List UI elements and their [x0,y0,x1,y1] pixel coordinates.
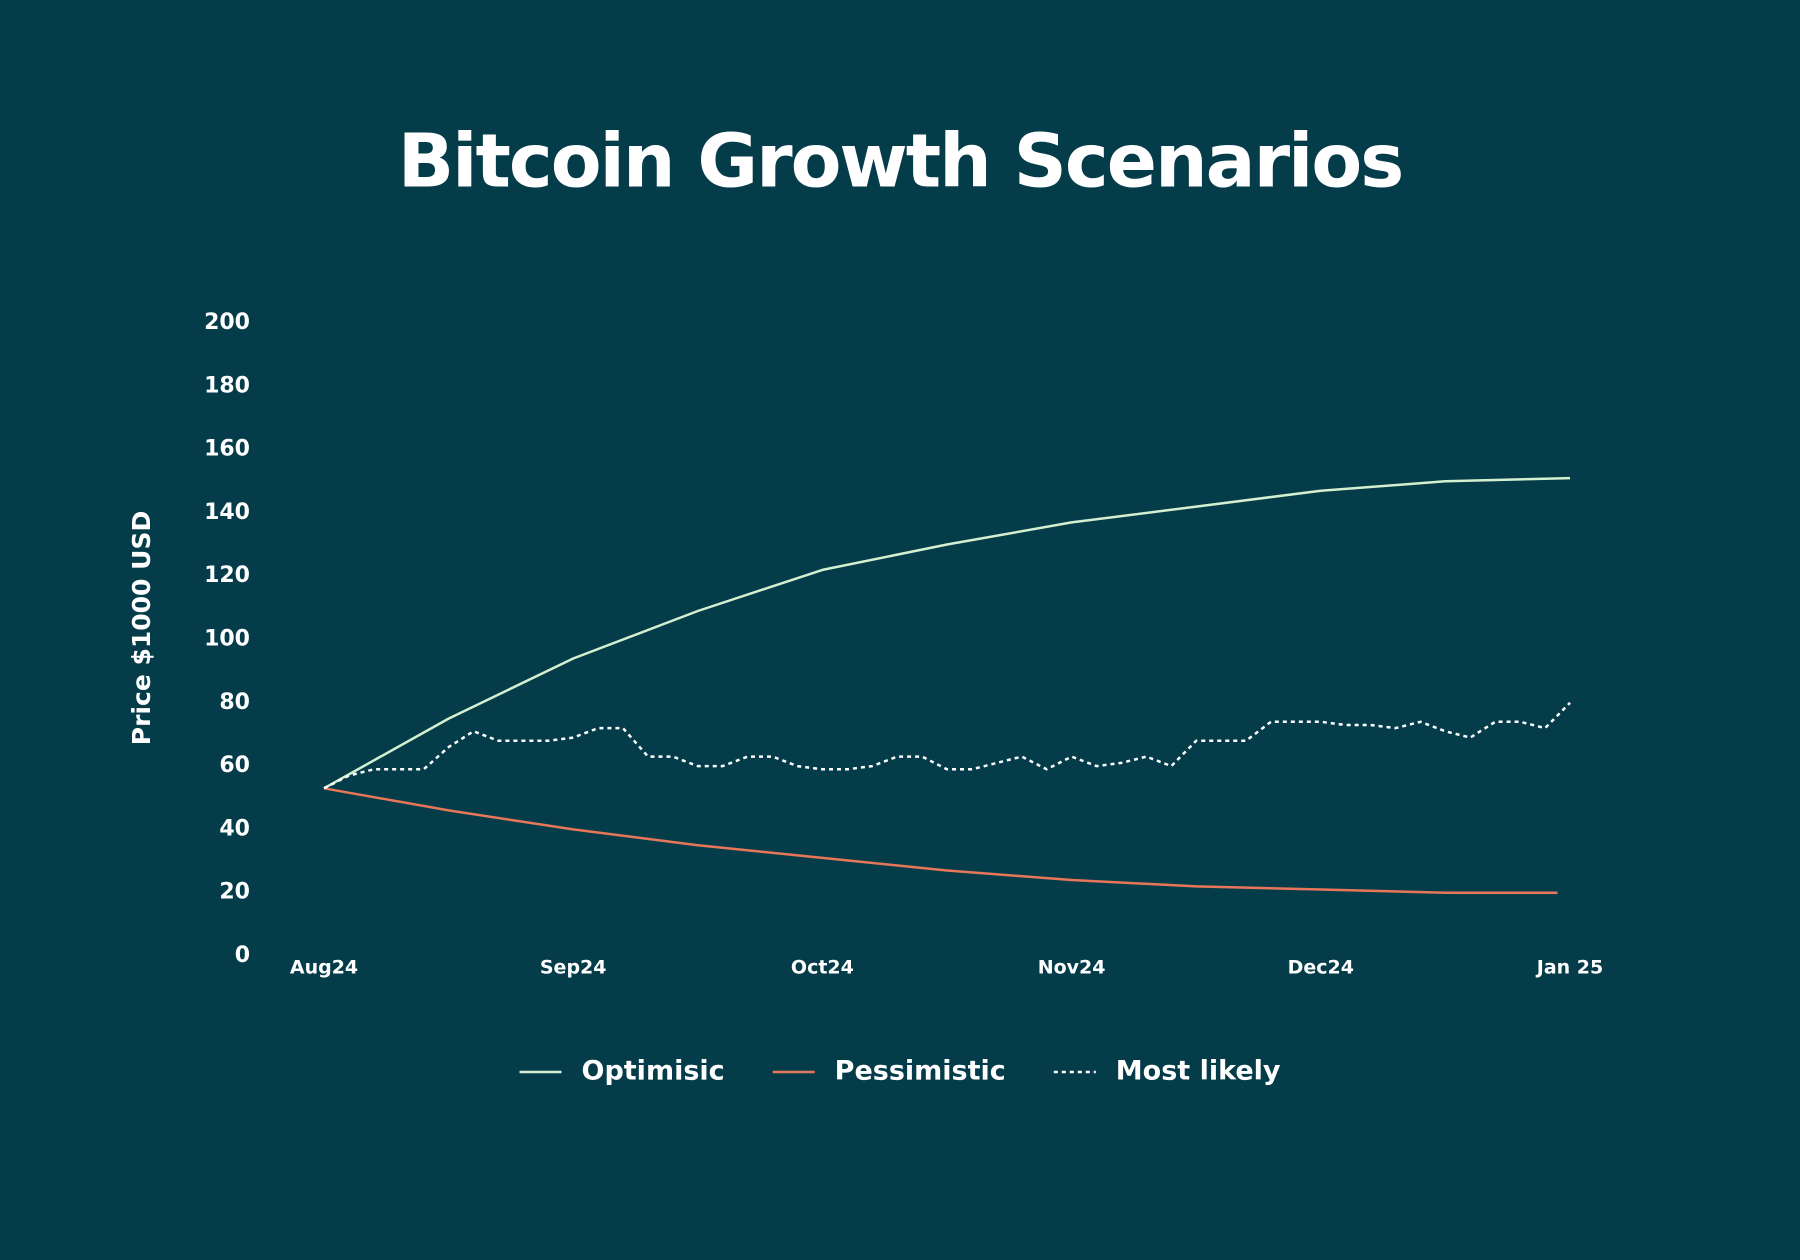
y-tick-label: 60 [219,753,250,778]
x-tick-label: Dec24 [1288,957,1354,979]
y-tick-label: 140 [204,500,250,525]
x-tick-label: Aug24 [290,957,358,979]
y-tick-label: 80 [219,690,250,715]
chart-title: Bitcoin Growth Scenarios [398,119,1403,205]
x-tick-label: Nov24 [1038,957,1106,979]
y-axis-label: Price $1000 USD [127,511,156,745]
y-tick-label: 100 [204,627,250,652]
y-tick-label: 0 [235,943,250,968]
y-tick-label: 40 [219,816,250,841]
y-tick-label: 160 [204,437,250,462]
series-line [323,787,1558,894]
series-line [323,476,1571,790]
y-tick-label: 180 [204,373,250,398]
x-tick-label: Sep24 [540,957,607,979]
legend-label: Optimisic [582,1056,725,1087]
series-line [323,701,1571,790]
x-tick-label: Jan 25 [1535,957,1603,979]
x-tick-label: Oct24 [791,957,854,979]
y-tick-label: 200 [204,310,250,335]
legend-label: Pessimistic [835,1056,1006,1087]
y-tick-label: 120 [204,563,250,588]
y-tick-label: 20 [219,880,250,905]
legend-label: Most likely [1116,1056,1281,1087]
